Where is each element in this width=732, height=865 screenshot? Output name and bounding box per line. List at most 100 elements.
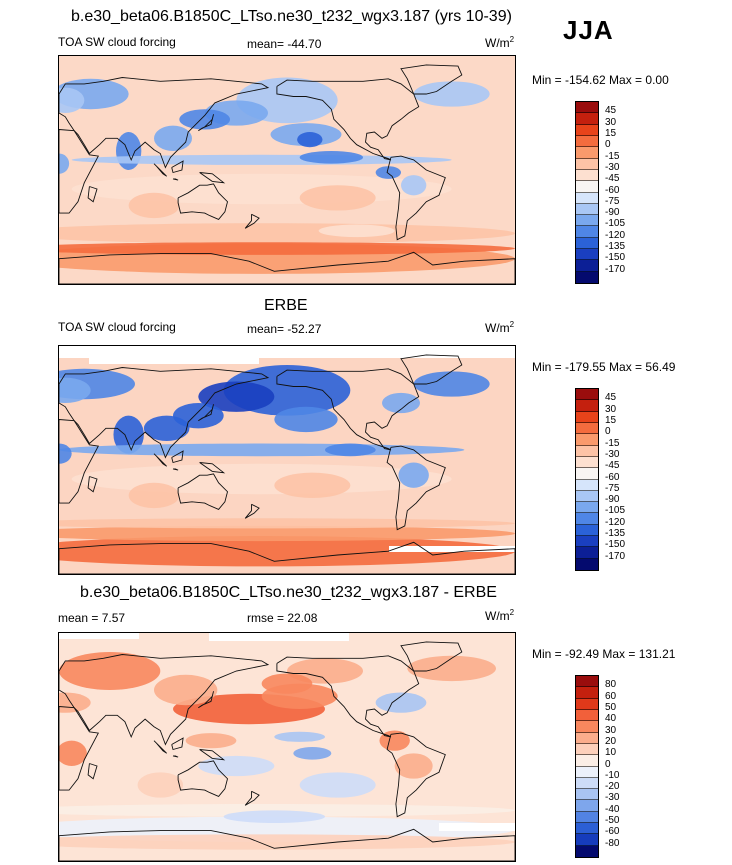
- colorbar-tick-label: 40: [605, 713, 617, 725]
- colorbar-tick-label: -150: [605, 252, 626, 264]
- colorbar-swatch: [576, 135, 598, 148]
- colorbar-swatch: [576, 169, 598, 182]
- coastline: [386, 155, 446, 241]
- colorbar-swatch: [576, 468, 598, 480]
- coastline: [59, 77, 270, 169]
- colorbar-swatch: [576, 411, 598, 423]
- colorbar-swatch: [576, 400, 598, 412]
- colorbar-swatch: [576, 536, 598, 548]
- coastline: [400, 354, 463, 385]
- colorbar-tick-label: 50: [605, 701, 617, 713]
- colorbar-swatch: [576, 249, 598, 261]
- coastline: [59, 541, 515, 574]
- coastline: [59, 367, 270, 459]
- missing-data-patch: [209, 633, 349, 641]
- colorbar-tick-label: 0: [605, 139, 611, 151]
- colorbar-swatch: [576, 434, 598, 446]
- coastline: [87, 476, 98, 493]
- field-contour: [128, 482, 180, 509]
- panel3-units-label: W/m2: [485, 608, 515, 624]
- panel3-colorbar: [575, 675, 599, 858]
- colorbar-swatch: [576, 102, 598, 114]
- coastline: [87, 763, 98, 780]
- colorbar-swatch: [576, 811, 598, 824]
- colorbar-swatch: [576, 755, 598, 767]
- colorbar-tick-label: -80: [605, 837, 620, 849]
- colorbar-swatch: [576, 502, 598, 514]
- colorbar-tick-label: 80: [605, 679, 617, 691]
- panel3-rmse-label: rmse = 22.08: [247, 611, 318, 625]
- colorbar-swatch: [576, 547, 598, 559]
- field-contour: [293, 747, 332, 760]
- colorbar-tick-label: -60: [605, 826, 620, 838]
- map-field: [59, 56, 515, 284]
- colorbar-tick-label: 15: [605, 127, 617, 139]
- field-contour: [59, 652, 161, 690]
- colorbar-tick-label: -75: [605, 195, 620, 207]
- field-contour: [71, 154, 452, 165]
- colorbar-swatch: [576, 709, 598, 722]
- colorbar-tick-label: -75: [605, 482, 620, 494]
- missing-data-patch: [89, 346, 209, 364]
- colorbar-tick-label: 60: [605, 690, 617, 702]
- field-contour: [71, 173, 452, 205]
- coastline: [172, 468, 179, 471]
- coastline: [386, 445, 446, 531]
- field-contour: [116, 132, 142, 170]
- field-contour: [325, 443, 376, 457]
- missing-data-patch: [59, 633, 139, 639]
- field-contour: [375, 692, 427, 713]
- colorbar-swatch: [576, 271, 598, 283]
- colorbar-tick-label: 0: [605, 758, 611, 770]
- colorbar-swatch: [576, 479, 598, 491]
- field-contour: [179, 109, 230, 130]
- coastline: [386, 732, 446, 818]
- colorbar-tick-label: 30: [605, 403, 617, 415]
- colorbar-swatch: [576, 158, 598, 170]
- field-contour: [382, 392, 420, 414]
- panel1-units-label: W/m2: [485, 35, 515, 51]
- colorbar-swatch: [576, 676, 598, 688]
- colorbar-tick-label: -20: [605, 781, 620, 793]
- coastline: [177, 183, 228, 220]
- colorbar-tick-label: -135: [605, 528, 626, 540]
- panel3-title: b.e30_beta06.B1850C_LTso.ne30_t232_wgx3.…: [80, 584, 497, 601]
- colorbar-tick-label: -105: [605, 505, 626, 517]
- colorbar-swatch: [576, 215, 598, 227]
- colorbar-swatch: [576, 777, 598, 790]
- colorbar-swatch: [576, 698, 598, 710]
- colorbar-tick-label: -60: [605, 184, 620, 196]
- colorbar-swatch: [576, 524, 598, 537]
- panel3-mean-label: mean = 7.57: [58, 611, 126, 625]
- colorbar-tick-label: 45: [605, 105, 617, 117]
- coastline: [59, 251, 515, 284]
- coastline: [59, 129, 99, 214]
- colorbar-swatch: [576, 226, 598, 238]
- missing-data-patch: [199, 354, 259, 364]
- colorbar-tick-label: 0: [605, 426, 611, 438]
- field-contour: [274, 472, 351, 498]
- coastline: [276, 368, 420, 451]
- coastline: [199, 749, 226, 761]
- field-contour: [198, 381, 275, 412]
- panel2-map: [58, 345, 516, 575]
- field-contour: [413, 371, 490, 397]
- coastline: [153, 163, 168, 177]
- colorbar-swatch: [576, 766, 598, 778]
- panel2-minmax-label: Min = -179.55 Max = 56.49: [532, 360, 676, 374]
- field-contour: [143, 415, 190, 441]
- panel1-map: [58, 55, 516, 285]
- field-contour: [59, 443, 72, 464]
- field-contour: [413, 81, 490, 107]
- panel3-minmax-label: Min = -92.49 Max = 131.21: [532, 647, 676, 661]
- field-contour: [318, 224, 395, 238]
- colorbar-tick-label: -30: [605, 448, 620, 460]
- panel2-variable-label: TOA SW cloud forcing: [58, 320, 176, 334]
- field-contour: [398, 462, 429, 488]
- colorbar-tick-label: -90: [605, 207, 620, 219]
- colorbar-tick-label: -10: [605, 769, 620, 781]
- panel2-title: ERBE: [264, 297, 308, 314]
- missing-data-patch: [439, 823, 515, 831]
- panel2-units-label: W/m2: [485, 320, 515, 336]
- coastline: [276, 655, 420, 738]
